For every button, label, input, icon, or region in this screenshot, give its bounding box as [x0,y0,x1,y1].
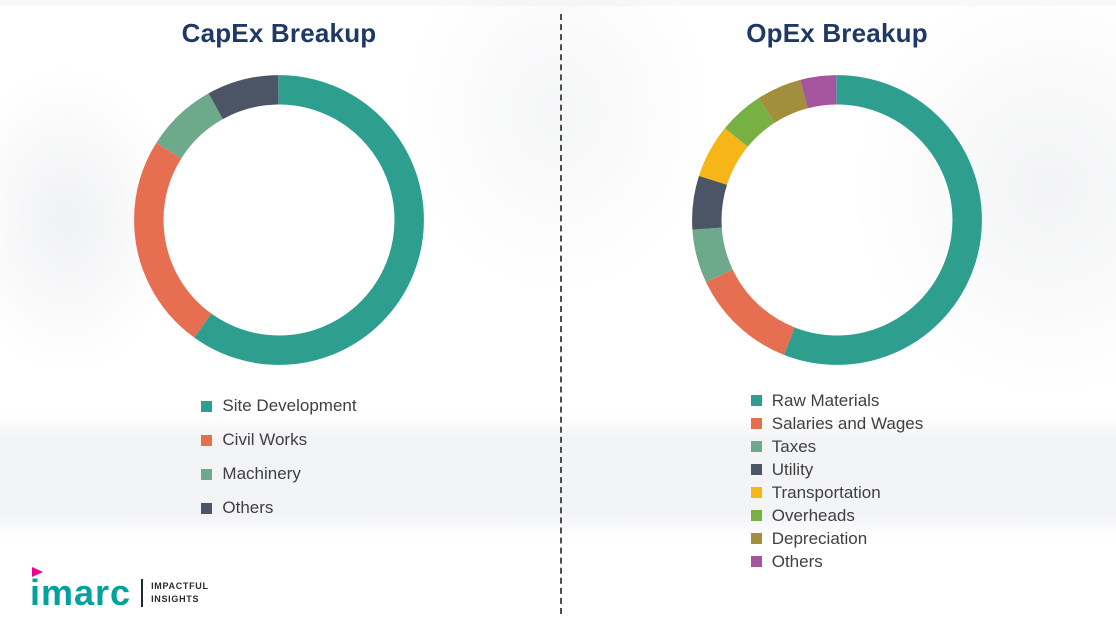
donut-segment-site-development [134,75,424,365]
logo-accent-triangle-icon [32,567,43,577]
donut-segment-civil-works [134,75,424,365]
legend-swatch [750,441,762,452]
legend-item: Utility [750,458,924,481]
legend-swatch [750,533,762,544]
logo-wordmark-wrap: imarc [30,567,132,613]
legend-swatch [201,502,213,514]
legend-label: Overheads [771,505,855,525]
legend-item: Others [201,491,356,525]
legend-swatch [750,464,762,475]
legend-label: Depreciation [771,528,868,548]
donut-segment-utility [692,75,982,365]
legend-swatch [750,395,762,406]
legend-item: Depreciation [750,527,924,550]
legend-swatch [750,418,762,429]
legend-item: Taxes [750,435,924,458]
legend-swatch [201,400,213,412]
tagline-line1: IMPACTFUL [151,581,209,592]
legend-item: Salaries and Wages [750,412,924,435]
opex-panel: OpEx Breakup Raw Materials Salaries and W… [558,0,1116,627]
legend-item: Raw Materials [750,389,924,412]
legend-item: Site Development [201,389,357,423]
legend-item: Others [750,550,924,573]
legend-label: Civil Works [222,430,308,449]
legend-item: Overheads [750,504,924,527]
capex-legend: Site Development Civil Works Machinery Othe… [201,389,357,525]
donut-segment-raw-materials [692,75,982,365]
opex-title: OpEx Breakup [746,18,928,48]
logo-wordmark: imarc [30,572,132,613]
legend-swatch [750,556,762,567]
legend-label: Salaries and Wages [771,413,924,433]
legend-item: Transportation [750,481,924,504]
legend-label: Machinery [222,464,301,483]
legend-swatch [750,510,762,521]
opex-donut-chart [692,75,982,365]
legend-item: Civil Works [201,423,356,457]
logo-divider [141,579,144,607]
capex-title: CapEx Breakup [181,18,377,48]
logo-tagline: IMPACTFUL INSIGHTS [151,580,209,605]
legend-swatch [750,487,762,498]
imarc-logo: imarc IMPACTFUL INSIGHTS [30,567,209,613]
legend-label: Taxes [771,436,817,456]
legend-label: Site Development [222,396,357,415]
legend-label: Utility [771,459,814,479]
legend-swatch [201,468,213,480]
opex-legend: Raw Materials Salaries and Wages Taxes Util… [750,389,924,573]
legend-label: Raw Materials [771,390,880,410]
capex-donut-chart [134,75,424,365]
legend-item: Machinery [201,457,356,491]
tagline-line2: INSIGHTS [151,594,200,604]
legend-label: Others [771,551,823,571]
capex-panel: CapEx Breakup Site Development Civil Work… [134,18,424,525]
legend-label: Others [222,498,274,517]
legend-swatch [201,434,213,446]
dashed-divider [560,14,562,614]
legend-label: Transportation [771,482,881,502]
